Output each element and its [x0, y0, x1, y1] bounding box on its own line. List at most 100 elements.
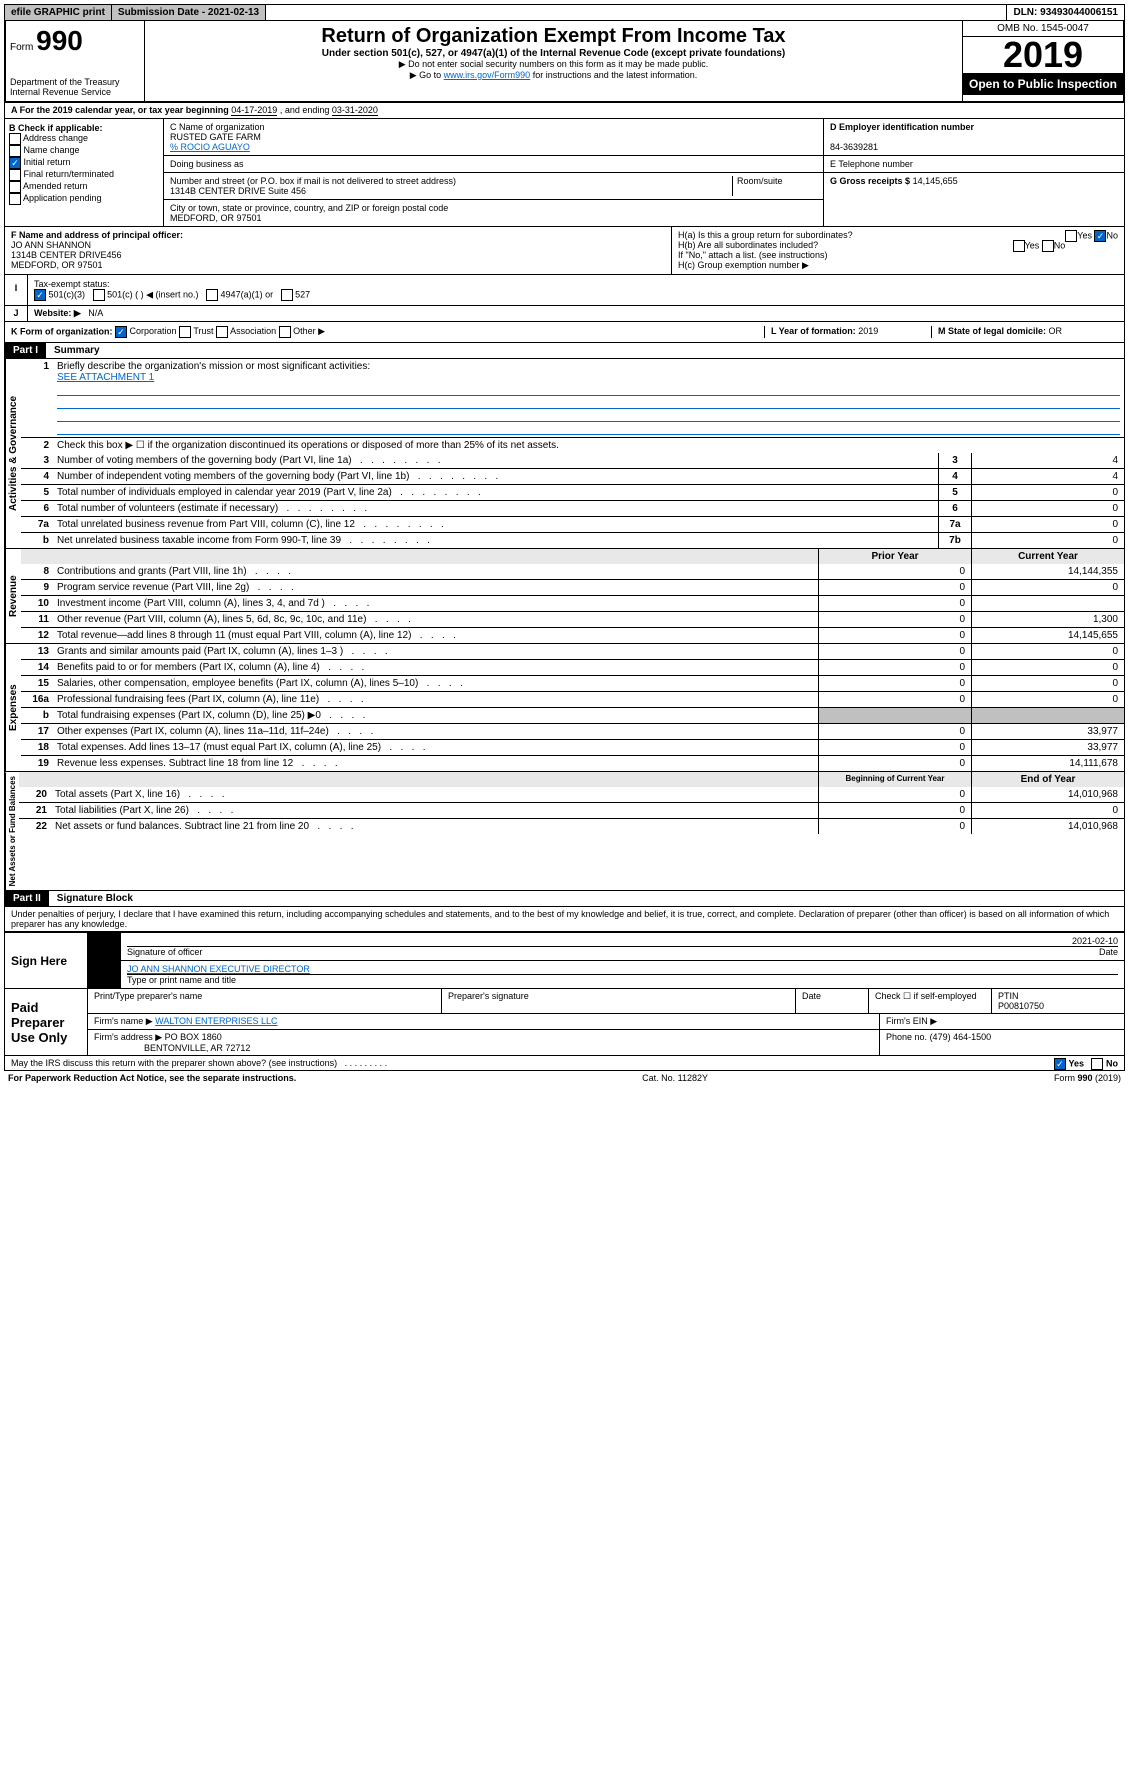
form-title: Return of Organization Exempt From Incom… [149, 25, 958, 48]
line-4: 4 Number of independent voting members o… [21, 468, 1124, 484]
status-501c[interactable] [93, 289, 105, 301]
b-opt-5[interactable] [9, 193, 21, 205]
ha-yes[interactable] [1065, 230, 1077, 242]
k-opt-3[interactable] [279, 326, 291, 338]
b-opt-0[interactable] [9, 133, 21, 145]
status-label: Tax-exempt status: [34, 279, 110, 289]
entity-info: B Check if applicable: Address change Na… [4, 119, 1125, 227]
k-opt-2[interactable] [216, 326, 228, 338]
officer-label: F Name and address of principal officer: [11, 230, 183, 240]
q2: Check this box ▶ ☐ if the organization d… [53, 438, 1124, 453]
hdr-end: End of Year [971, 772, 1124, 787]
l-label: L Year of formation: [771, 326, 856, 336]
vlabel-governance: Activities & Governance [5, 359, 21, 548]
discuss-row: May the IRS discuss this return with the… [4, 1056, 1125, 1071]
m-label: M State of legal domicile: [938, 326, 1046, 336]
status-501c3[interactable] [34, 289, 46, 301]
firm-city: BENTONVILLE, AR 72712 [144, 1043, 250, 1053]
open-public-badge: Open to Public Inspection [963, 73, 1123, 95]
status-4947[interactable] [206, 289, 218, 301]
hb-no-label: No [1054, 240, 1066, 250]
paid-preparer-label: Paid Preparer Use Only [5, 989, 88, 1056]
ptin-value: P00810750 [998, 1001, 1044, 1011]
perjury-text: Under penalties of perjury, I declare th… [4, 907, 1125, 932]
period-begin: 04-17-2019 [231, 105, 277, 116]
line-17: 17 Other expenses (Part IX, column (A), … [21, 723, 1124, 739]
website-label: Website: ▶ [34, 308, 81, 318]
period-mid: , and ending [280, 105, 332, 115]
self-employed: Check ☐ if self-employed [869, 989, 992, 1013]
note2-pre: ▶ Go to [410, 70, 444, 80]
q1: Briefly describe the organization's miss… [53, 359, 1124, 437]
dln: DLN: 93493044006151 [1007, 5, 1124, 20]
tax-status: Tax-exempt status: 501(c)(3) 501(c) ( ) … [28, 275, 1124, 305]
line-b: b Net unrelated business taxable income … [21, 532, 1124, 548]
footer-right: Form 990 (2019) [1054, 1073, 1121, 1083]
hb-yes[interactable] [1013, 240, 1025, 252]
ha-no[interactable] [1094, 230, 1106, 242]
k-label: K Form of organization: [11, 326, 113, 336]
line-16a: 16a Professional fundraising fees (Part … [21, 691, 1124, 707]
period-end: 03-31-2020 [332, 105, 378, 116]
line-19: 19 Revenue less expenses. Subtract line … [21, 755, 1124, 771]
box-h: H(a) Is this a group return for subordin… [672, 227, 1124, 274]
line-14: 14 Benefits paid to or for members (Part… [21, 659, 1124, 675]
b-opt-2[interactable] [9, 157, 21, 169]
discuss-no[interactable] [1091, 1058, 1103, 1070]
efile-button[interactable]: efile GRAPHIC print [5, 5, 112, 20]
b-opt-4[interactable] [9, 181, 21, 193]
addr-label: Number and street (or P.O. box if mail i… [170, 176, 456, 186]
officer-addr1: 1314B CENTER DRIVE456 [11, 250, 122, 260]
prep-date-label: Date [796, 989, 869, 1013]
discuss-label: May the IRS discuss this return with the… [11, 1058, 337, 1068]
line-3: 3 Number of voting members of the govern… [21, 453, 1124, 468]
line-12: 12 Total revenue—add lines 8 through 11 … [21, 627, 1124, 643]
box-l: L Year of formation: 2019 [764, 326, 931, 338]
firm-name[interactable]: WALTON ENTERPRISES LLC [155, 1016, 277, 1026]
i-label: I [5, 275, 28, 305]
ptin-label: PTIN [998, 991, 1019, 1001]
tax-year: 2019 [963, 37, 1123, 73]
period-label: A For the 2019 calendar year, or tax yea… [11, 105, 231, 115]
firm-addr-label: Firm's address ▶ [94, 1032, 162, 1042]
care-of[interactable]: % ROCIO AGUAYO [170, 142, 250, 152]
note2-post: for instructions and the latest informat… [530, 70, 697, 80]
prep-sig-label: Preparer's signature [442, 989, 796, 1013]
discuss-yes[interactable] [1054, 1058, 1066, 1070]
officer-typed-name[interactable]: JO ANN SHANNON EXECUTIVE DIRECTOR [127, 964, 310, 974]
c-m: M State of legal domicile: OR [931, 326, 1118, 338]
j-label: J [5, 306, 28, 321]
b-opt-3[interactable] [9, 169, 21, 181]
hb-label: H(b) Are all subordinates included? [678, 240, 818, 250]
o4: 527 [295, 289, 310, 299]
topbar: efile GRAPHIC print Submission Date - 20… [4, 4, 1125, 21]
tax-period: A For the 2019 calendar year, or tax yea… [4, 103, 1125, 119]
officer-addr2: MEDFORD, OR 97501 [11, 260, 103, 270]
line-22: 22 Net assets or fund balances. Subtract… [19, 818, 1124, 834]
q1-label: Briefly describe the organization's miss… [57, 361, 370, 372]
form-number: 990 [36, 25, 83, 56]
date-label: Date [1099, 947, 1118, 957]
b-opt-1[interactable] [9, 145, 21, 157]
status-website: I Tax-exempt status: 501(c)(3) 501(c) ( … [4, 275, 1125, 306]
hb-no[interactable] [1042, 240, 1054, 252]
expenses-section: Expenses 13 Grants and similar amounts p… [4, 644, 1125, 772]
footer-mid: Cat. No. 11282Y [642, 1073, 708, 1083]
form990-link[interactable]: www.irs.gov/Form990 [444, 70, 531, 80]
box-f: F Name and address of principal officer:… [5, 227, 672, 274]
line-15: 15 Salaries, other compensation, employe… [21, 675, 1124, 691]
sig-officer-label: Signature of officer [127, 947, 202, 957]
website-value: N/A [88, 308, 103, 318]
hc-label: H(c) Group exemption number ▶ [678, 260, 1118, 271]
city-value: MEDFORD, OR 97501 [170, 213, 262, 223]
k-opt-1[interactable] [179, 326, 191, 338]
k-opt-0[interactable] [115, 326, 127, 338]
part1-header: Part I Summary [4, 343, 1125, 359]
l-value: 2019 [858, 326, 878, 336]
status-527[interactable] [281, 289, 293, 301]
q1-answer[interactable]: SEE ATTACHMENT 1 [57, 372, 154, 383]
line-11: 11 Other revenue (Part VIII, column (A),… [21, 611, 1124, 627]
klm-row: K Form of organization: Corporation Trus… [4, 322, 1125, 343]
ein-value: 84-3639281 [830, 142, 878, 152]
line-18: 18 Total expenses. Add lines 13–17 (must… [21, 739, 1124, 755]
